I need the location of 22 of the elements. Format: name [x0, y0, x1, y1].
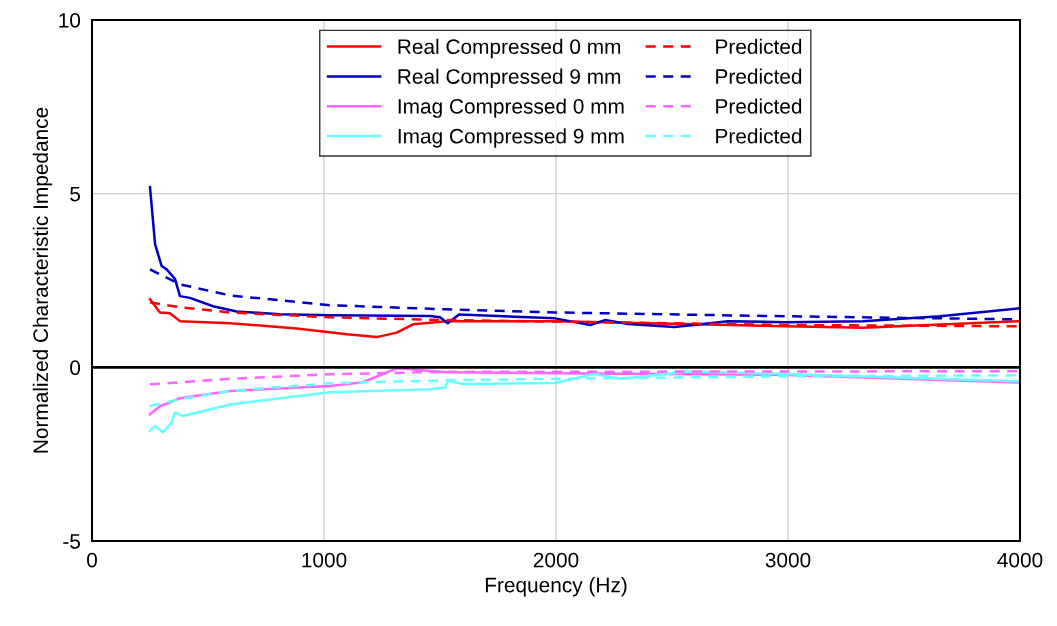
- x-tick-label: 4000: [997, 552, 1043, 568]
- y-tick-label: -5: [63, 534, 81, 549]
- x-tick-label: 0: [87, 552, 97, 568]
- legend-label: Predicted: [716, 128, 802, 144]
- legend-label: Imag Compressed 0 mm: [398, 98, 624, 118]
- x-tick-label: 2000: [533, 552, 579, 568]
- legend-label: Predicted: [716, 68, 802, 84]
- legend-label: Real Compressed 9 mm: [398, 68, 621, 89]
- legend-label: Predicted: [716, 38, 802, 55]
- x-tick-label: 1000: [302, 552, 347, 568]
- legend-label: Real Compressed 0 mm: [398, 38, 621, 59]
- legend-label: Imag Compressed 9 mm: [398, 128, 624, 148]
- line-series: [148, 298, 1020, 339]
- y-tick-label: 5: [70, 186, 81, 202]
- legend-label: Predicted: [716, 98, 802, 114]
- line-series: [148, 370, 1020, 434]
- y-axis-title: Normalized Characteristic Impedance: [32, 107, 53, 453]
- y-tick-label: 0: [70, 360, 81, 376]
- line-series: [148, 185, 1020, 329]
- x-axis-title: Frequency (Hz): [485, 577, 627, 597]
- y-tick-label: 10: [59, 13, 81, 28]
- x-tick-label: 3000: [765, 552, 811, 568]
